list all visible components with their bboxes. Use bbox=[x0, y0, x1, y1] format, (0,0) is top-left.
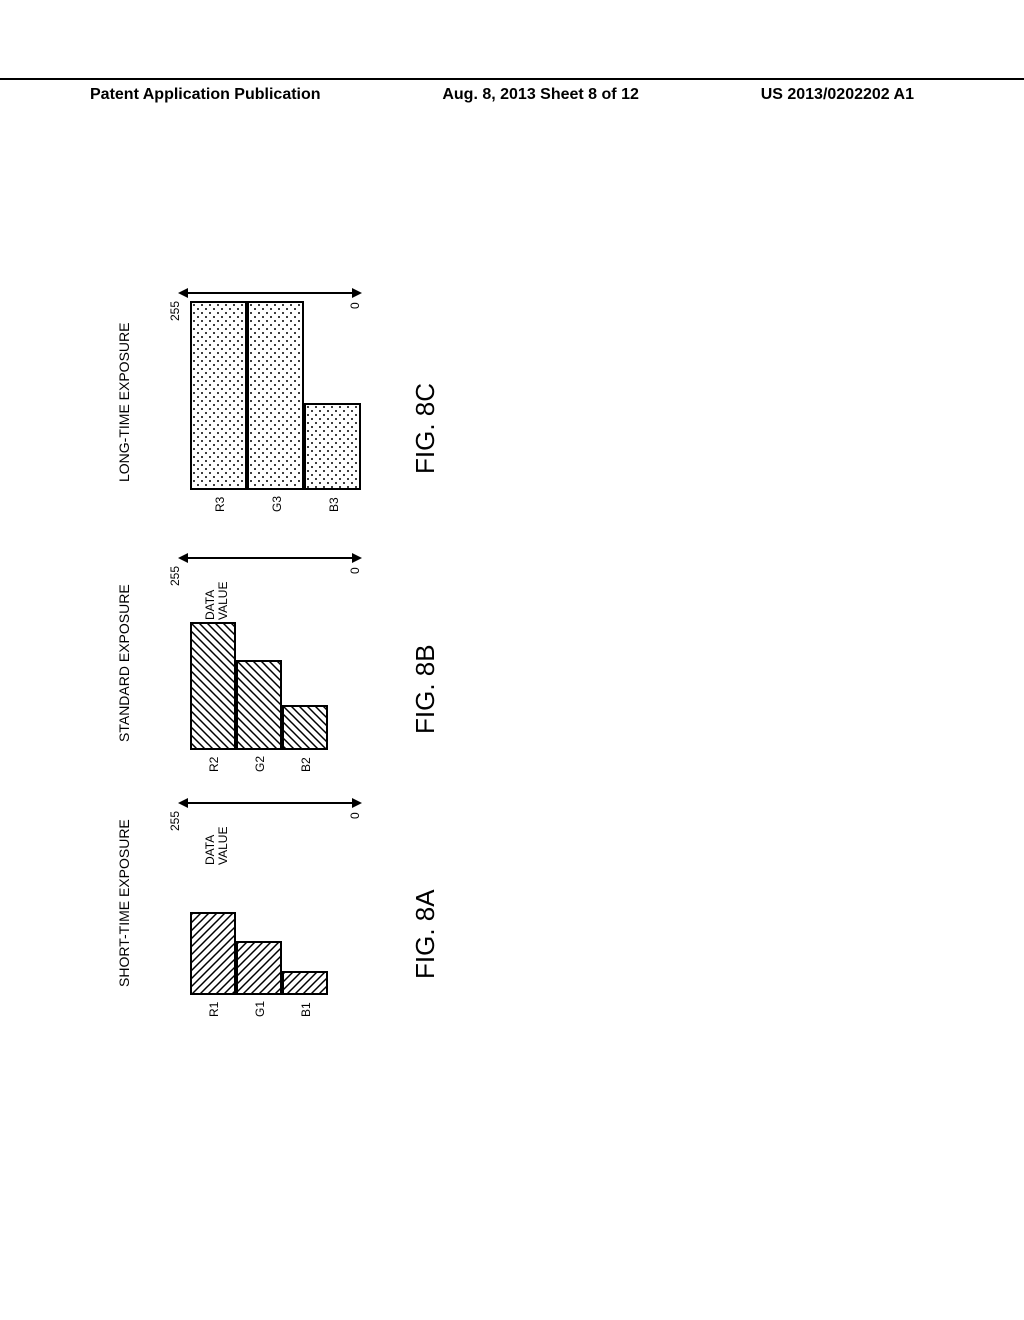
bar-B1 bbox=[282, 971, 328, 995]
subplot-B: STANDARD EXPOSURE2550DATAVALUER2G2B2FIG.… bbox=[130, 560, 390, 750]
axis-max-label: 255 bbox=[168, 811, 182, 831]
bar-B3 bbox=[304, 403, 361, 490]
figure-label: FIG. 8A bbox=[410, 889, 441, 979]
bar-label: R1 bbox=[207, 1002, 221, 1017]
subplot-C: LONG-TIME EXPOSURE2550DATAVALUER3G3B3FIG… bbox=[130, 295, 390, 490]
bar-G3 bbox=[247, 301, 304, 490]
axis-min-label: 0 bbox=[348, 812, 362, 819]
figure-label: FIG. 8B bbox=[410, 644, 441, 734]
figure-label: FIG. 8C bbox=[410, 383, 441, 474]
bar-label: R2 bbox=[207, 757, 221, 772]
bar-container bbox=[190, 295, 361, 490]
bar-G2 bbox=[236, 660, 282, 750]
bar-label: B1 bbox=[299, 1002, 313, 1017]
subplot-title: LONG-TIME EXPOSURE bbox=[116, 323, 132, 482]
bar-G1 bbox=[236, 941, 282, 995]
page-header: Patent Application Publication Aug. 8, 2… bbox=[0, 78, 1024, 104]
subplot-A: SHORT-TIME EXPOSURE2550DATAVALUER1G1B1FI… bbox=[130, 805, 390, 995]
bar-R1 bbox=[190, 912, 236, 995]
header-right: US 2013/0202202 A1 bbox=[761, 86, 914, 104]
axis-max-label: 255 bbox=[168, 301, 182, 321]
header-left: Patent Application Publication bbox=[90, 86, 321, 104]
subplot-title: STANDARD EXPOSURE bbox=[116, 584, 132, 742]
axis-max-label: 255 bbox=[168, 566, 182, 586]
axis-min-label: 0 bbox=[348, 567, 362, 574]
bar-label: R3 bbox=[213, 497, 227, 512]
bar-container bbox=[190, 805, 328, 995]
bar-label: G1 bbox=[253, 1001, 267, 1017]
bar-label: G3 bbox=[270, 496, 284, 512]
bar-R2 bbox=[190, 622, 236, 750]
subplot-title: SHORT-TIME EXPOSURE bbox=[116, 819, 132, 987]
header-center: Aug. 8, 2013 Sheet 8 of 12 bbox=[442, 86, 639, 104]
bar-label: B3 bbox=[327, 497, 341, 512]
bar-label: G2 bbox=[253, 756, 267, 772]
bar-label: B2 bbox=[299, 757, 313, 772]
bar-R3 bbox=[190, 301, 247, 490]
figure-area: SHORT-TIME EXPOSURE2550DATAVALUER1G1B1FI… bbox=[130, 260, 770, 980]
bar-B2 bbox=[282, 705, 328, 750]
bar-container bbox=[190, 560, 328, 750]
